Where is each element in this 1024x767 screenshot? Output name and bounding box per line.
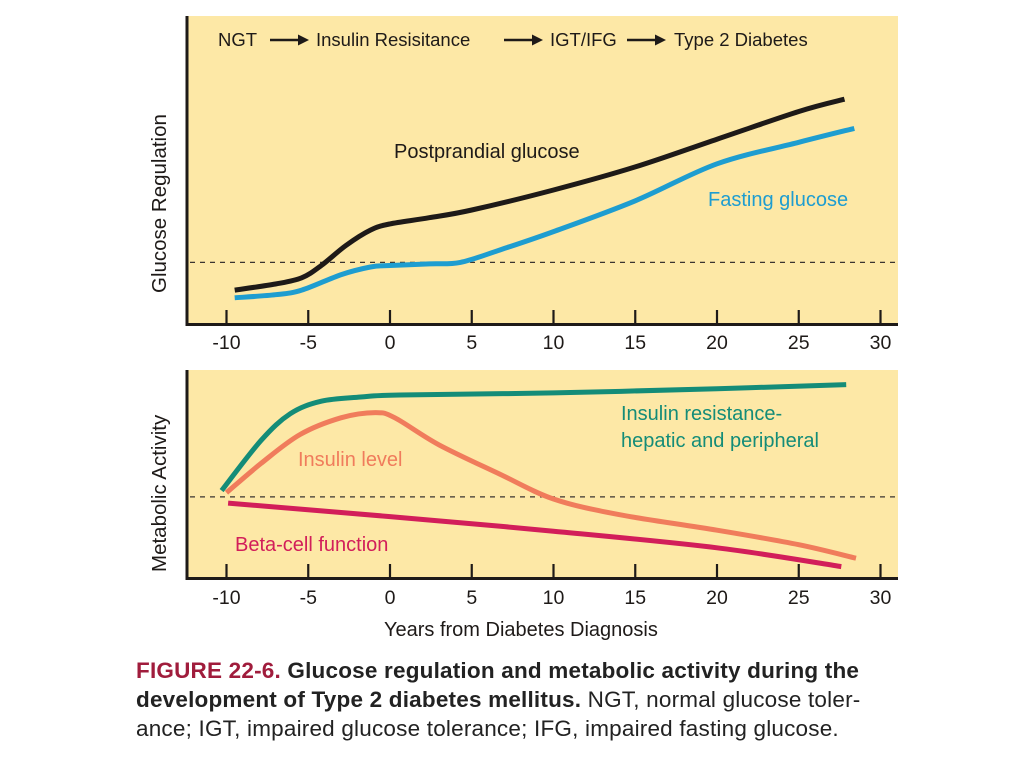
- top-x-tick-label: -10: [212, 332, 240, 354]
- caption-title-part1: Glucose regulation and metabolic activit…: [287, 658, 860, 683]
- bottom-series-group: [219, 382, 857, 570]
- caption-text-part1: NGT, normal glucose toler-: [581, 687, 861, 712]
- caption-line-1: FIGURE 22-6. Glucose regulation and meta…: [136, 656, 916, 685]
- top-panel-background: [186, 16, 898, 324]
- bottom-y-axis-label: Metabolic Activity: [148, 414, 171, 572]
- bottom-x-tick-label: 15: [624, 587, 646, 609]
- top-x-tick-label: 15: [624, 332, 646, 354]
- bottom-x-tick-label: -10: [212, 587, 240, 609]
- series-insulin-level-line: [224, 410, 857, 561]
- fasting-label: Fasting glucose: [708, 189, 848, 211]
- caption-line-3: ance; IGT, impaired glucose tolerance; I…: [136, 714, 916, 743]
- bottom-x-ticks: -10 -5 0 5 10 15 20 25 30: [212, 564, 891, 609]
- bottom-x-tick-label: 5: [466, 587, 477, 609]
- top-x-tick-label: 5: [466, 332, 477, 354]
- metabolic-activity-chart: -10 -5 0 5 10 15 20 25 30 Metabolic Activity Ins…: [148, 370, 898, 641]
- caption-line-2: development of Type 2 diabetes mellitus.…: [136, 685, 916, 714]
- series-postprandial-glucose-line: [234, 96, 846, 293]
- title-igt-ifg: IGT/IFG: [550, 29, 617, 50]
- top-x-tick-label: 25: [788, 332, 810, 354]
- caption-title-part2: development of Type 2 diabetes mellitus.: [136, 687, 582, 712]
- bottom-x-tick-label: 20: [706, 587, 728, 609]
- insulin-resistance-label-line2: hepatic and peripheral: [621, 430, 819, 452]
- title-ngt: NGT: [218, 29, 257, 50]
- figure-canvas: -10 -5 0 5 10 15 20 25 30 NGT Insulin Resisitanc…: [148, 16, 898, 641]
- top-x-tick-label: 30: [870, 332, 892, 354]
- glucose-regulation-chart: -10 -5 0 5 10 15 20 25 30 NGT Insulin Resisitanc…: [148, 16, 898, 354]
- top-x-ticks: -10 -5 0 5 10 15 20 25 30: [212, 310, 891, 354]
- bottom-x-tick-label: 25: [788, 587, 810, 609]
- x-axis-label: Years from Diabetes Diagnosis: [384, 619, 658, 641]
- series-insulin-resistance-hepatic-and-peripheral-line: [219, 382, 847, 493]
- series-beta-cell-function-line: [227, 500, 842, 570]
- bottom-x-tick-label: 0: [385, 587, 396, 609]
- insulin-resistance-label-line1: Insulin resistance-: [621, 403, 782, 425]
- bottom-x-tick-label: 30: [870, 587, 892, 609]
- top-y-axis-label: Glucose Regulation: [148, 114, 171, 293]
- caption-text-part2: ance; IGT, impaired glucose tolerance; I…: [136, 716, 839, 741]
- bottom-x-tick-label: 10: [543, 587, 565, 609]
- figure-number: FIGURE 22-6.: [136, 658, 281, 683]
- top-series-group: [234, 96, 855, 301]
- postprandial-label: Postprandial glucose: [394, 141, 580, 163]
- figure-caption: FIGURE 22-6. Glucose regulation and meta…: [136, 656, 916, 743]
- top-x-tick-label: -5: [300, 332, 317, 354]
- insulin-level-label: Insulin level: [298, 449, 403, 471]
- arrow-icon: [504, 34, 543, 46]
- top-x-tick-label: 20: [706, 332, 728, 354]
- title-type2-diabetes: Type 2 Diabetes: [674, 29, 808, 50]
- arrow-icon: [270, 34, 309, 46]
- arrow-icon: [627, 34, 666, 46]
- bottom-x-tick-label: -5: [300, 587, 317, 609]
- beta-cell-label: Beta-cell function: [235, 534, 388, 556]
- progression-title: NGT Insulin Resisitance IGT/IFG Type 2 D…: [218, 29, 808, 50]
- top-x-tick-label: 10: [543, 332, 565, 354]
- series-fasting-glucose-line: [234, 125, 855, 301]
- title-insulin-resistance: Insulin Resisitance: [316, 29, 470, 50]
- top-x-tick-label: 0: [385, 332, 396, 354]
